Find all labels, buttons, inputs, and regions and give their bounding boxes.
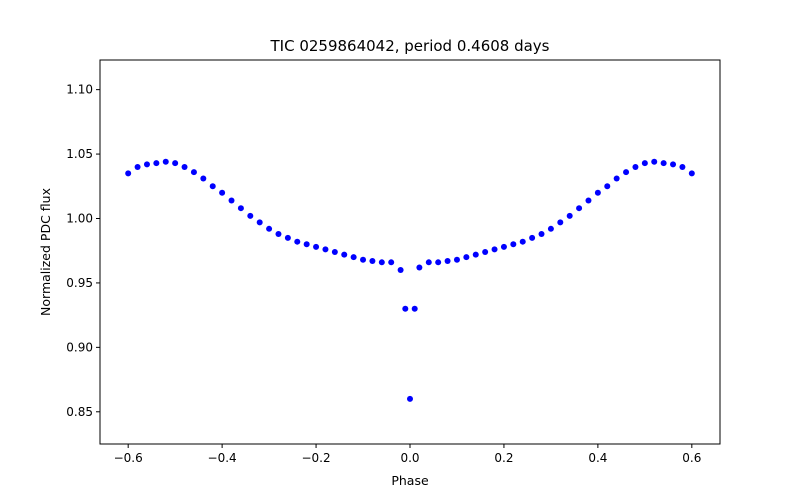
data-point: [500, 243, 507, 250]
data-point: [576, 205, 583, 212]
plot-frame: [99, 59, 721, 445]
data-point: [190, 169, 197, 176]
data-point: [228, 197, 235, 204]
data-point: [407, 395, 413, 402]
data-point: [322, 246, 329, 253]
data-point: [341, 251, 348, 258]
data-point: [519, 238, 526, 245]
data-point: [350, 254, 357, 261]
data-point: [463, 254, 470, 261]
x-tick-label: −0.2: [301, 451, 330, 465]
x-tick-label: −0.4: [208, 451, 237, 465]
y-tick-label: 0.85: [66, 405, 93, 419]
data-point: [594, 189, 601, 196]
data-point: [604, 183, 611, 190]
data-point: [397, 267, 404, 274]
data-point: [181, 163, 188, 170]
x-tick-label: 0.6: [682, 451, 701, 465]
data-point: [134, 163, 141, 170]
data-point: [670, 161, 677, 168]
data-point: [547, 225, 554, 232]
data-point: [237, 205, 244, 212]
data-point: [491, 246, 498, 253]
data-point: [247, 212, 254, 219]
data-point: [402, 305, 409, 312]
y-axis-label: Normalized PDC flux: [38, 188, 53, 316]
data-point: [162, 158, 169, 165]
data-point: [125, 170, 132, 177]
data-point: [411, 305, 418, 312]
y-tick-label: 0.95: [66, 276, 93, 290]
data-point: [209, 183, 216, 190]
data-point: [651, 158, 658, 165]
data-points: [125, 158, 695, 402]
data-point: [585, 197, 592, 204]
data-point: [482, 249, 489, 255]
data-point: [435, 259, 442, 266]
data-point: [331, 249, 338, 255]
data-point: [425, 259, 432, 266]
data-point: [256, 219, 263, 226]
data-point: [538, 230, 545, 237]
data-point: [566, 212, 573, 219]
y-tick-label: 1.00: [66, 211, 93, 225]
data-point: [416, 264, 423, 271]
y-tick-label: 1.10: [66, 83, 93, 97]
data-point: [200, 175, 207, 182]
x-tick-label: 0.4: [588, 451, 607, 465]
data-point: [369, 258, 376, 265]
data-point: [632, 163, 639, 170]
data-point: [529, 234, 536, 241]
y-axis-ticks: 0.85 0.90 0.95 1.00 1.05 1.10: [66, 83, 100, 419]
x-axis-ticks: −0.6 −0.4 −0.2 0.0 0.2 0.4 0.6: [114, 444, 701, 465]
data-point: [378, 259, 385, 266]
data-point: [219, 189, 226, 196]
data-point: [294, 238, 301, 245]
x-tick-label: −0.6: [114, 451, 143, 465]
data-point: [453, 256, 460, 263]
data-point: [623, 169, 630, 176]
data-point: [303, 241, 310, 248]
data-point: [444, 258, 451, 265]
data-point: [557, 219, 564, 226]
data-point: [360, 256, 367, 263]
data-point: [688, 170, 695, 177]
x-tick-label: 0.0: [400, 451, 419, 465]
data-point: [613, 175, 620, 182]
data-point: [679, 163, 686, 170]
data-point: [284, 234, 291, 241]
data-point: [313, 243, 320, 250]
x-axis-label: Phase: [391, 473, 429, 488]
x-tick-label: 0.2: [494, 451, 513, 465]
data-point: [153, 160, 160, 167]
data-point: [641, 160, 648, 167]
data-point: [172, 160, 179, 167]
data-point: [275, 230, 282, 237]
y-tick-label: 0.90: [66, 340, 93, 354]
data-point: [388, 259, 395, 266]
data-point: [143, 161, 150, 168]
data-point: [510, 241, 517, 248]
y-tick-label: 1.05: [66, 147, 93, 161]
chart-title: TIC 0259864042, period 0.4608 days: [269, 37, 549, 55]
data-point: [266, 225, 273, 232]
data-point: [472, 251, 479, 258]
data-point: [660, 160, 667, 167]
